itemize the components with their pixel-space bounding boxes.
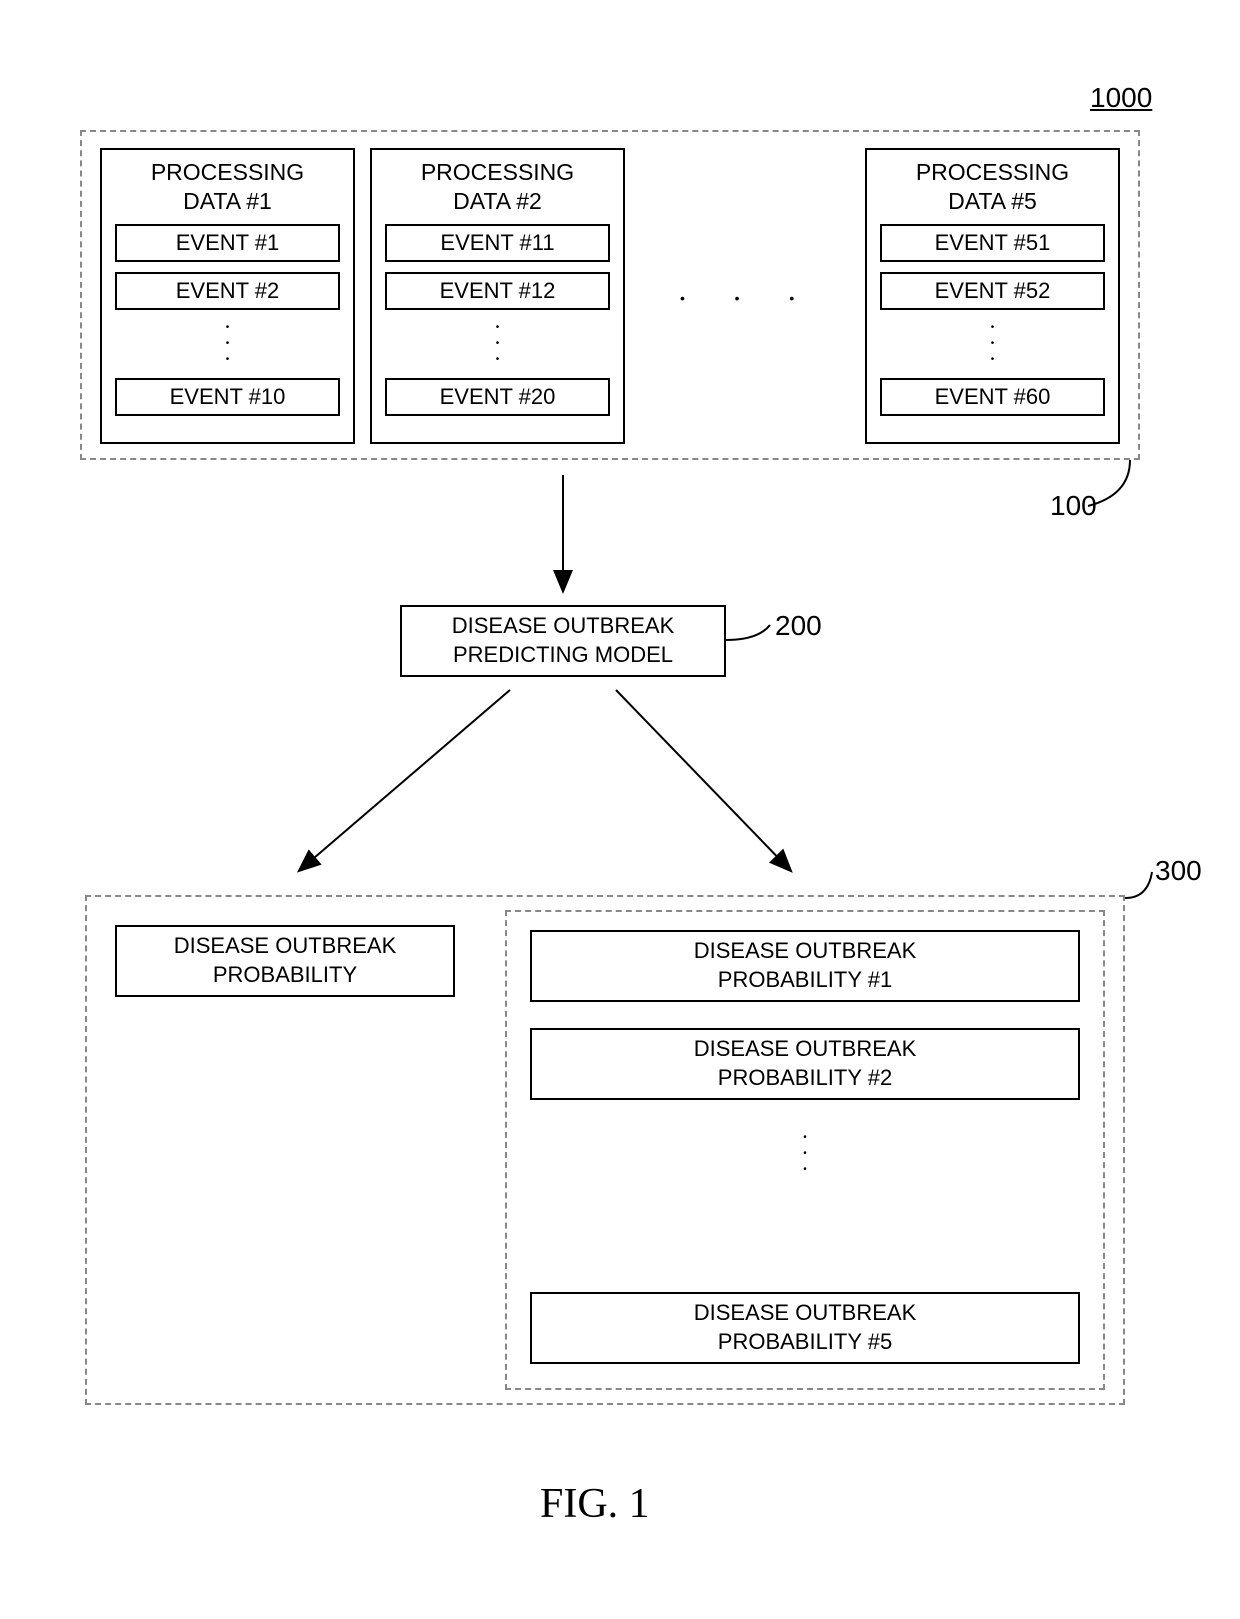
event-box: EVENT #11 [385,224,610,262]
output-right-box-5: DISEASE OUTBREAK PROBABILITY #5 [530,1292,1080,1364]
vertical-dots: ••• [372,320,623,368]
processing-data-block-2: PROCESSING DATA #2 EVENT #11 EVENT #12 •… [370,148,625,444]
ref-num-300: 300 [1155,855,1202,887]
processing-data-title: PROCESSING DATA #5 [867,150,1118,216]
model-box: DISEASE OUTBREAK PREDICTING MODEL [400,605,726,677]
event-box: EVENT #2 [115,272,340,310]
horizontal-dots: • • • [680,290,808,306]
output-right-line2: PROBABILITY #1 [718,967,892,992]
output-left-line2: PROBABILITY [213,962,357,987]
vertical-dots: ••• [867,320,1118,368]
model-label-line2: PREDICTING MODEL [453,642,673,667]
output-right-box-1: DISEASE OUTBREAK PROBABILITY #1 [530,930,1080,1002]
processing-title-line2: DATA #2 [453,188,542,214]
vertical-dots: ••• [102,320,353,368]
event-box: EVENT #20 [385,378,610,416]
event-box: EVENT #51 [880,224,1105,262]
event-box: EVENT #12 [385,272,610,310]
output-right-line1: DISEASE OUTBREAK [694,1036,917,1061]
vertical-dots: ••• [795,1130,815,1178]
output-right-line2: PROBABILITY #5 [718,1329,892,1354]
processing-data-title: PROCESSING DATA #2 [372,150,623,216]
event-box: EVENT #60 [880,378,1105,416]
output-left-box: DISEASE OUTBREAK PROBABILITY [115,925,455,997]
processing-data-title: PROCESSING DATA #1 [102,150,353,216]
output-right-box-2: DISEASE OUTBREAK PROBABILITY #2 [530,1028,1080,1100]
processing-title-line1: PROCESSING [916,159,1069,185]
output-right-line2: PROBABILITY #2 [718,1065,892,1090]
figure-caption: FIG. 1 [540,1480,650,1528]
processing-data-block-5: PROCESSING DATA #5 EVENT #51 EVENT #52 •… [865,148,1120,444]
output-right-line1: DISEASE OUTBREAK [694,1300,917,1325]
ref-num-main: 1000 [1090,82,1152,114]
processing-title-line2: DATA #5 [948,188,1037,214]
ref-num-200: 200 [775,610,822,642]
processing-title-line1: PROCESSING [151,159,304,185]
model-label-line1: DISEASE OUTBREAK [452,613,675,638]
processing-title-line1: PROCESSING [421,159,574,185]
output-right-line1: DISEASE OUTBREAK [694,938,917,963]
event-box: EVENT #1 [115,224,340,262]
processing-data-block-1: PROCESSING DATA #1 EVENT #1 EVENT #2 •••… [100,148,355,444]
event-box: EVENT #52 [880,272,1105,310]
ref-num-100: 100 [1050,490,1097,522]
processing-title-line2: DATA #1 [183,188,272,214]
event-box: EVENT #10 [115,378,340,416]
output-left-line1: DISEASE OUTBREAK [174,933,397,958]
